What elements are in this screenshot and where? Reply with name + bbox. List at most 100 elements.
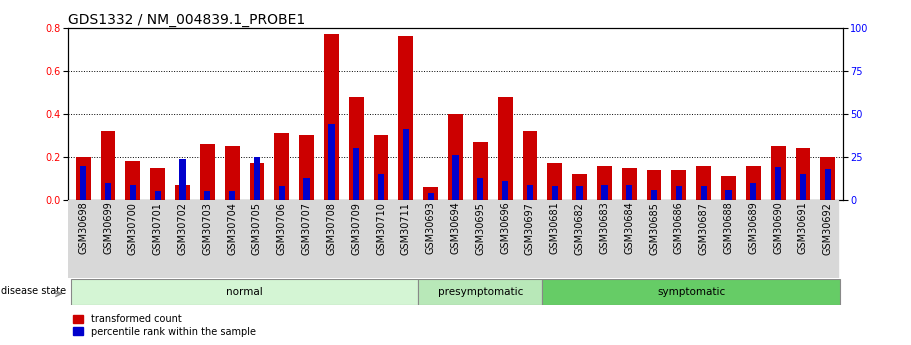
Bar — [671, 170, 686, 200]
Text: GSM30707: GSM30707 — [302, 201, 312, 255]
Text: GSM30709: GSM30709 — [352, 201, 362, 255]
Text: GDS1332 / NM_004839.1_PROBE1: GDS1332 / NM_004839.1_PROBE1 — [68, 12, 305, 27]
Bar — [150, 168, 165, 200]
Text: GSM30706: GSM30706 — [277, 201, 287, 255]
Bar — [746, 166, 761, 200]
Text: GSM30695: GSM30695 — [476, 201, 486, 255]
Bar — [795, 148, 811, 200]
Bar — [100, 131, 116, 200]
Bar — [200, 144, 215, 200]
Text: GSM30692: GSM30692 — [823, 201, 833, 255]
Text: GSM30694: GSM30694 — [451, 201, 460, 254]
Bar — [274, 133, 289, 200]
Bar — [76, 157, 91, 200]
Bar — [771, 146, 785, 200]
Text: symptomatic: symptomatic — [657, 287, 725, 297]
Bar — [453, 155, 458, 200]
Bar — [473, 142, 487, 200]
Bar — [696, 166, 711, 200]
Bar — [800, 174, 806, 200]
Text: GSM30688: GSM30688 — [723, 201, 733, 254]
Text: GSM30702: GSM30702 — [178, 201, 188, 255]
Text: GSM30683: GSM30683 — [599, 201, 609, 254]
Text: GSM30708: GSM30708 — [326, 201, 336, 255]
Text: GSM30693: GSM30693 — [425, 201, 435, 254]
Text: GSM30711: GSM30711 — [401, 201, 411, 255]
Bar — [597, 166, 612, 200]
Text: GSM30701: GSM30701 — [153, 201, 163, 255]
Text: GSM30698: GSM30698 — [78, 201, 88, 254]
Bar — [601, 185, 608, 200]
Bar — [775, 167, 782, 200]
Bar — [250, 164, 264, 200]
Bar — [725, 190, 732, 200]
Text: GSM30684: GSM30684 — [624, 201, 634, 254]
Bar — [626, 185, 632, 200]
Bar — [179, 159, 186, 200]
Bar — [155, 191, 161, 200]
Bar — [303, 178, 310, 200]
Bar — [651, 190, 657, 200]
Text: disease state: disease state — [2, 286, 67, 296]
Text: presymptomatic: presymptomatic — [437, 287, 523, 297]
Text: GSM30685: GSM30685 — [649, 201, 659, 255]
Text: GSM30686: GSM30686 — [674, 201, 684, 254]
Bar — [497, 97, 513, 200]
Bar — [374, 136, 388, 200]
Text: GSM30699: GSM30699 — [103, 201, 113, 254]
Bar — [448, 114, 463, 200]
Bar — [552, 186, 558, 200]
Bar — [398, 36, 414, 200]
Bar — [353, 148, 359, 200]
Text: GSM30687: GSM30687 — [699, 201, 709, 255]
Bar — [324, 34, 339, 200]
Bar — [229, 191, 235, 200]
Text: GSM30700: GSM30700 — [128, 201, 138, 255]
Bar — [378, 174, 384, 200]
Bar — [80, 166, 87, 200]
Text: GSM30691: GSM30691 — [798, 201, 808, 254]
Text: GSM30710: GSM30710 — [376, 201, 386, 255]
Bar — [523, 131, 537, 200]
Bar — [299, 136, 314, 200]
Bar — [542, 279, 840, 305]
Bar — [676, 186, 682, 200]
Text: normal: normal — [226, 287, 263, 297]
Bar — [225, 146, 240, 200]
Bar — [572, 174, 587, 200]
Bar — [424, 187, 438, 200]
Bar — [129, 185, 136, 200]
Bar — [105, 183, 111, 200]
Text: GSM30690: GSM30690 — [773, 201, 783, 254]
Bar — [722, 176, 736, 200]
Text: GSM30682: GSM30682 — [575, 201, 585, 255]
Text: GSM30703: GSM30703 — [202, 201, 212, 255]
Bar — [175, 185, 189, 200]
Bar — [750, 183, 756, 200]
Bar — [427, 193, 434, 200]
Bar — [71, 279, 418, 305]
Legend: transformed count, percentile rank within the sample: transformed count, percentile rank withi… — [73, 314, 256, 337]
Bar — [328, 124, 334, 200]
Bar — [527, 185, 533, 200]
Bar — [418, 279, 542, 305]
Bar — [824, 169, 831, 200]
Bar — [126, 161, 140, 200]
Text: GSM30697: GSM30697 — [525, 201, 535, 255]
Text: GSM30689: GSM30689 — [748, 201, 758, 254]
Text: GSM30696: GSM30696 — [500, 201, 510, 254]
Bar — [349, 97, 363, 200]
Text: GSM30704: GSM30704 — [227, 201, 237, 255]
Bar — [820, 157, 835, 200]
Bar — [701, 186, 707, 200]
Text: GSM30705: GSM30705 — [252, 201, 262, 255]
Text: GSM30681: GSM30681 — [549, 201, 559, 254]
Bar — [204, 191, 210, 200]
Bar — [279, 186, 285, 200]
Bar — [647, 170, 661, 200]
Bar — [502, 181, 508, 200]
Bar — [254, 157, 260, 200]
Bar — [477, 178, 484, 200]
Bar — [548, 164, 562, 200]
Bar — [622, 168, 637, 200]
